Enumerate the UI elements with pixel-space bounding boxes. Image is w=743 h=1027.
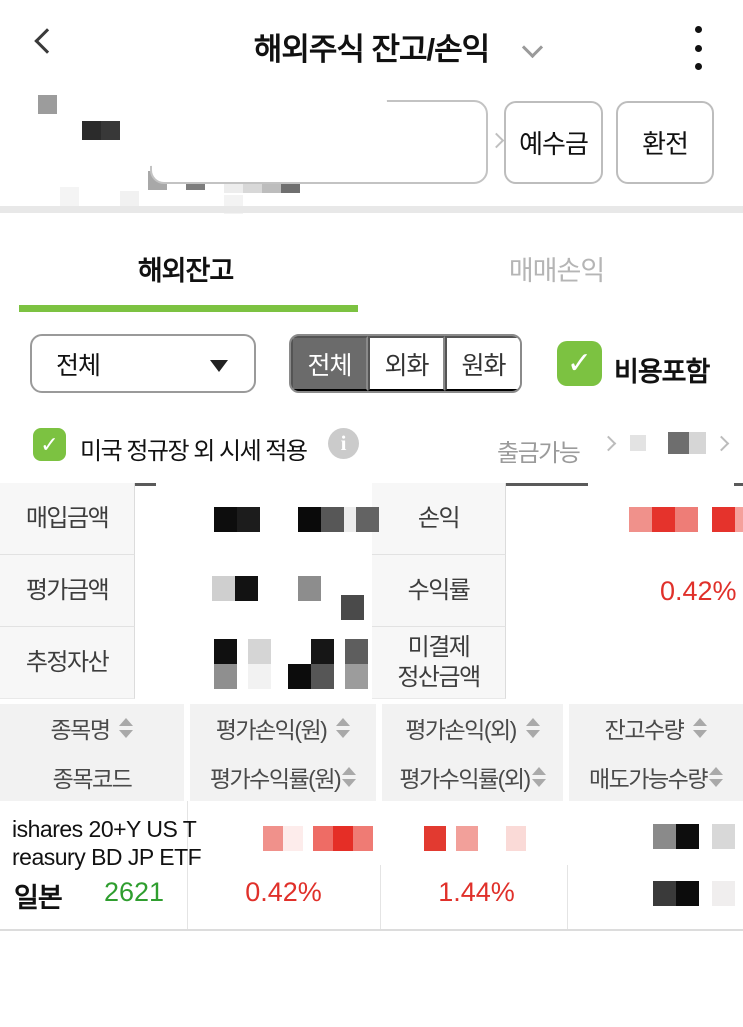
account-banner-box[interactable]	[136, 83, 488, 184]
stock-name-line1: ishares 20+Y US T	[12, 816, 197, 842]
dropdown-value: 전체	[56, 351, 101, 380]
stock-code: 2621	[104, 877, 165, 907]
header-label: 평가수익률(원)	[209, 766, 342, 792]
table-row[interactable]: ishares 20+Y US T reasury BD JP ETF 일본 2…	[0, 801, 743, 931]
sort-icon	[342, 767, 357, 787]
header-label: 평가손익(외)	[405, 717, 517, 743]
banner-chevron-right-icon	[488, 132, 505, 149]
header-eval-pl-krw[interactable]: 평가손익(원)	[190, 704, 376, 752]
account-section: 예수금 환전	[0, 75, 743, 214]
header-eval-return-krw[interactable]: 평가수익률(원)	[190, 753, 376, 801]
header-balance-qty[interactable]: 잔고수량	[569, 704, 743, 752]
sort-icon	[693, 718, 708, 738]
eval-return-krw-value: 0.42%	[245, 877, 322, 907]
sort-icon	[336, 718, 351, 738]
tab-overseas-balance[interactable]: 해외잔고	[137, 256, 234, 286]
segment-foreign-currency[interactable]: 외화	[368, 336, 445, 391]
sort-icon	[708, 767, 723, 787]
label-unsettled-amount: 미결제 정산금액	[372, 627, 506, 699]
header-stock-code[interactable]: 종목코드	[0, 753, 184, 801]
header-label: 평가손익(원)	[215, 717, 328, 743]
header-label: 종목코드	[52, 766, 133, 792]
label-profit-loss: 손익	[372, 483, 506, 555]
label-return-rate: 수익률	[372, 555, 506, 627]
table-top-border	[734, 483, 743, 486]
header-label: 매도가능수량	[589, 766, 708, 792]
check-icon: ✓	[40, 431, 59, 457]
currency-segmented-control: 전체 외화 원화	[289, 334, 522, 393]
stock-name-line2: reasury BD JP ETF	[12, 844, 202, 870]
us-market-label: 미국 정규장 외 시세 적용	[80, 438, 308, 465]
header-label: 잔고수량	[604, 717, 685, 743]
header-stock-name[interactable]: 종목명	[0, 704, 184, 752]
tab-bar: 해외잔고 매매손익	[0, 213, 743, 313]
header-eval-return-fx[interactable]: 평가수익률(외)	[382, 753, 563, 801]
header-group-pl-fx: 평가손익(외) 평가수익률(외)	[382, 704, 563, 801]
segment-krw[interactable]: 원화	[445, 336, 520, 391]
label-purchase-amount: 매입금액	[0, 483, 135, 555]
withdrawable-chevron-icon	[600, 435, 617, 452]
section-divider	[0, 206, 743, 213]
label-estimated-assets: 추정자산	[0, 627, 135, 699]
column-divider	[187, 801, 188, 929]
cost-include-checkbox[interactable]: ✓	[557, 341, 602, 386]
withdrawable-link[interactable]: 출금가능	[497, 440, 581, 467]
header-group-quantity: 잔고수량 매도가능수량	[569, 704, 743, 801]
header-sellable-qty[interactable]: 매도가능수량	[569, 753, 743, 801]
stock-name: ishares 20+Y US T reasury BD JP ETF	[12, 815, 202, 871]
header-eval-pl-fx[interactable]: 평가손익(외)	[382, 704, 563, 752]
column-divider	[567, 865, 568, 929]
sort-icon	[531, 767, 546, 787]
summary-table: 매입금액 평가금액 추정자산 손익 수익률 미결제 정산금액	[0, 483, 743, 701]
header: 해외주식 잔고/손익	[0, 0, 743, 90]
exchange-button[interactable]: 환전	[616, 101, 714, 184]
eval-return-fx-value: 1.44%	[438, 877, 515, 907]
active-tab-underline	[19, 305, 358, 312]
more-menu-icon[interactable]	[695, 26, 703, 70]
column-divider	[380, 865, 381, 929]
account-filter-dropdown[interactable]: 전체	[30, 334, 256, 393]
sort-icon	[119, 718, 134, 738]
label-eval-amount: 평가금액	[0, 555, 135, 627]
check-icon: ✓	[566, 347, 593, 380]
header-label: 평가수익률(외)	[399, 766, 531, 792]
stock-country: 일본	[14, 883, 63, 913]
us-market-checkbox[interactable]: ✓	[33, 428, 66, 461]
holdings-table-header: 종목명 종목코드 평가손익(원) 평가수익률(원) 평가손익(외)	[0, 704, 743, 801]
segment-all[interactable]: 전체	[291, 336, 368, 391]
header-group-name: 종목명 종목코드	[0, 704, 184, 801]
filter-row: 전체 전체 외화 원화 ✓ 비용포함	[0, 313, 743, 408]
summary-return-rate-value: 0.42%	[660, 576, 737, 606]
amount-chevron-icon	[713, 435, 730, 452]
page-title: 해외주식 잔고/손익	[253, 32, 490, 67]
cost-include-label: 비용포함	[614, 357, 710, 387]
info-icon[interactable]: i	[328, 428, 359, 459]
us-market-row: ✓ 미국 정규장 외 시세 적용 i 출금가능	[0, 408, 743, 480]
header-group-pl-krw: 평가손익(원) 평가수익률(원)	[190, 704, 376, 801]
redaction-patch	[136, 83, 390, 167]
header-label: 종목명	[50, 717, 111, 743]
tab-trading-pl[interactable]: 매매손익	[508, 256, 605, 286]
deposit-button[interactable]: 예수금	[504, 101, 603, 184]
sort-icon	[525, 718, 540, 738]
dropdown-caret-icon	[210, 360, 228, 372]
